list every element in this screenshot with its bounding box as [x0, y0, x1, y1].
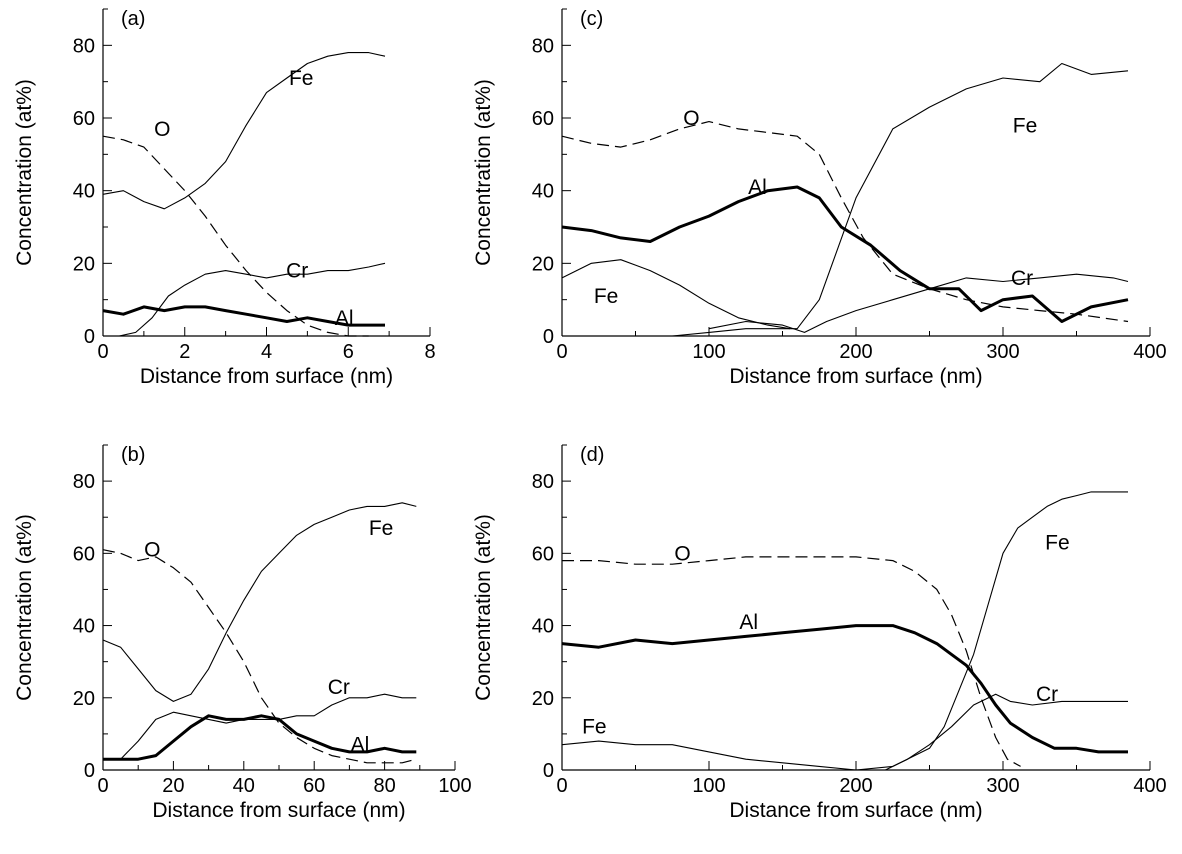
series-line-o	[102, 135, 369, 337]
series-line-fe	[561, 740, 871, 771]
y-axis-label: Concentration (at%)	[472, 79, 495, 266]
series-label-fe: Fe	[1045, 532, 1070, 555]
y-tick-label: 20	[532, 253, 554, 275]
x-tick-label: 100	[692, 775, 725, 797]
series-label-fe: Fe	[594, 285, 619, 308]
x-tick-label: 300	[986, 341, 1019, 363]
x-tick-label: 0	[97, 775, 108, 797]
y-tick-label: 80	[532, 35, 554, 57]
panel-d: 0 100 200 300 400 0 20 40 60 80 Distance from surf…	[472, 444, 1167, 822]
series-label-al: Al	[335, 307, 354, 330]
series-line-fe	[102, 52, 386, 210]
x-tick-label: 6	[343, 341, 354, 363]
x-tick-label: 400	[1133, 775, 1166, 797]
x-tick-label: 20	[162, 775, 184, 797]
x-tick-label: 60	[303, 775, 325, 797]
series-label-o: O	[674, 542, 690, 565]
y-tick-label: 60	[73, 108, 95, 130]
series-line-cr	[708, 273, 1129, 333]
x-tick-label: 0	[97, 341, 108, 363]
series-label-cr: Cr	[1036, 683, 1058, 706]
x-tick-label: 400	[1133, 341, 1166, 363]
x-tick-label: 0	[556, 775, 567, 797]
y-tick-label: 0	[543, 326, 554, 348]
y-tick-label: 40	[73, 181, 95, 203]
series-line-al	[103, 714, 417, 761]
series-line-cr	[120, 693, 417, 760]
series-label-fe: Fe	[289, 67, 314, 90]
x-tick-label: 100	[692, 341, 725, 363]
series-label-o: O	[154, 118, 170, 141]
x-axis-label: Distance from surface (nm)	[729, 365, 982, 388]
y-axis-label: Concentration (at%)	[472, 514, 495, 701]
series-line-al	[561, 624, 1128, 754]
x-tick-label: 4	[261, 341, 272, 363]
x-tick-label: 200	[839, 341, 872, 363]
series-line-fe	[782, 491, 1128, 771]
x-tick-label: 300	[986, 775, 1019, 797]
series-line-fe	[102, 502, 417, 702]
x-tick-label: 100	[438, 775, 471, 797]
y-tick-label: 40	[73, 616, 95, 638]
y-tick-label: 20	[73, 253, 95, 275]
y-tick-label: 80	[532, 471, 554, 493]
x-tick-label: 80	[373, 775, 395, 797]
x-tick-label: 40	[233, 775, 255, 797]
y-tick-label: 0	[543, 760, 554, 782]
y-tick-label: 60	[532, 108, 554, 130]
series-line-o	[561, 120, 1129, 323]
y-tick-label: 60	[73, 543, 95, 565]
series-line-al	[102, 305, 385, 327]
y-tick-label: 80	[73, 471, 95, 493]
y-tick-label: 40	[532, 181, 554, 203]
x-axis-label: Distance from surface (nm)	[729, 799, 982, 822]
y-tick-label: 20	[73, 688, 95, 710]
series-label-fe: Fe	[582, 716, 607, 739]
series-label-o: O	[683, 107, 699, 130]
series-label-al: Al	[351, 734, 370, 757]
panel-label: (d)	[580, 444, 604, 466]
y-tick-label: 20	[532, 688, 554, 710]
x-axis-label: Distance from surface (nm)	[152, 799, 405, 822]
x-tick-label: 2	[179, 341, 190, 363]
y-tick-label: 0	[84, 326, 95, 348]
y-tick-label: 80	[73, 35, 95, 57]
series-label-fe: Fe	[1013, 114, 1038, 137]
series-line-o	[102, 549, 417, 764]
series-label-cr: Cr	[328, 676, 350, 699]
panel-c: 0 100 200 300 400 0 20 40 60 80 Distance from surf…	[472, 8, 1167, 388]
y-tick-label: 0	[84, 760, 95, 782]
series-label-al: Al	[748, 176, 767, 199]
x-tick-label: 0	[556, 341, 567, 363]
y-axis-label: Concentration (at%)	[13, 514, 36, 701]
x-axis-label: Distance from surface (nm)	[140, 365, 393, 388]
panel-label: (b)	[121, 444, 145, 466]
y-tick-label: 40	[532, 616, 554, 638]
x-tick-label: 8	[424, 341, 435, 363]
series-label-cr: Cr	[1011, 267, 1033, 290]
panel-label: (c)	[580, 8, 603, 30]
series-line-fe	[562, 62, 1129, 337]
x-tick-label: 200	[839, 775, 872, 797]
series-label-fe: Fe	[369, 517, 394, 540]
series-line-o	[562, 556, 1021, 767]
y-tick-label: 60	[532, 543, 554, 565]
series-line-al	[561, 185, 1129, 323]
series-label-o: O	[144, 539, 160, 562]
series-label-al: Al	[739, 611, 758, 634]
series-line-cr	[885, 693, 1128, 771]
series-label-cr: Cr	[286, 260, 308, 283]
panel-label: (a)	[121, 8, 145, 30]
y-axis-label: Concentration (at%)	[13, 79, 36, 266]
